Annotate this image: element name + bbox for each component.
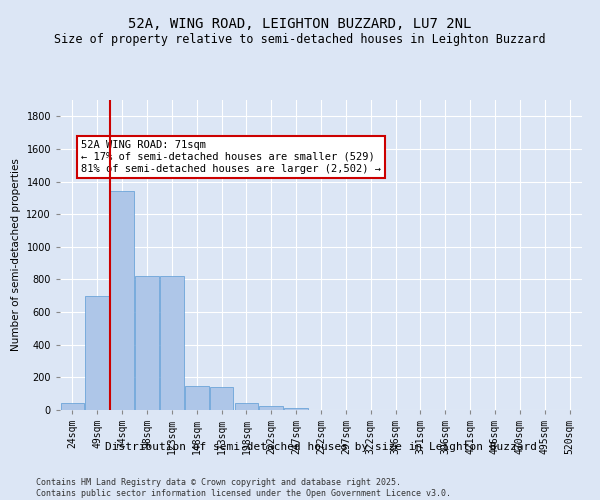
Bar bbox=[284, 408, 308, 410]
Y-axis label: Number of semi-detached properties: Number of semi-detached properties bbox=[11, 158, 21, 352]
Text: Size of property relative to semi-detached houses in Leighton Buzzard: Size of property relative to semi-detach… bbox=[54, 32, 546, 46]
Text: Distribution of semi-detached houses by size in Leighton Buzzard: Distribution of semi-detached houses by … bbox=[105, 442, 537, 452]
Bar bbox=[85, 296, 109, 410]
Bar bbox=[110, 192, 134, 410]
Bar bbox=[61, 404, 84, 410]
Text: 52A, WING ROAD, LEIGHTON BUZZARD, LU7 2NL: 52A, WING ROAD, LEIGHTON BUZZARD, LU7 2N… bbox=[128, 18, 472, 32]
Bar bbox=[135, 276, 159, 410]
Bar bbox=[235, 404, 258, 410]
Bar bbox=[160, 276, 184, 410]
Bar bbox=[210, 387, 233, 410]
Text: 52A WING ROAD: 71sqm
← 17% of semi-detached houses are smaller (529)
81% of semi: 52A WING ROAD: 71sqm ← 17% of semi-detac… bbox=[81, 140, 381, 173]
Bar bbox=[259, 406, 283, 410]
Bar bbox=[185, 386, 209, 410]
Text: Contains HM Land Registry data © Crown copyright and database right 2025.
Contai: Contains HM Land Registry data © Crown c… bbox=[36, 478, 451, 498]
